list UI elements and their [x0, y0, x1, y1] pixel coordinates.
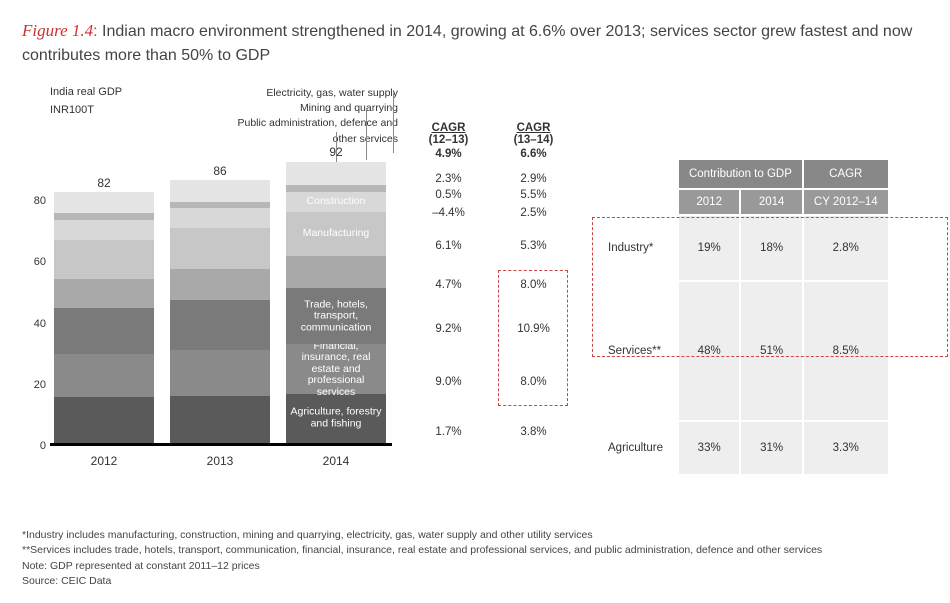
content-row: India real GDP INR100T Electricity, gas,… [22, 86, 928, 476]
th-period: CY 2012–14 [803, 189, 889, 215]
cagr-12-13: 4.7% [406, 279, 491, 291]
y-tick: 80 [34, 195, 46, 207]
seg-6 [170, 202, 270, 209]
seg-7 [286, 162, 386, 186]
footnote-source: Source: CEIC Data [22, 574, 928, 589]
cell-2014: 31% [740, 421, 802, 475]
seg-3 [54, 279, 154, 308]
cagr-13-14: 5.3% [491, 240, 576, 252]
y-tick: 60 [34, 256, 46, 268]
cagr-row: 1.7%3.8% [406, 407, 576, 456]
cagr-row: –4.4%2.5% [406, 202, 576, 224]
pointer-electricity: Electricity, gas, water supply [218, 86, 398, 101]
figure-caption: Indian macro environment strengthened in… [22, 23, 912, 64]
cagr-block: CAGR (12–13) 4.9% CAGR (13–14) 6.6% 2.3%… [406, 86, 576, 456]
cagr-12-13: 1.7% [406, 426, 491, 438]
plot-area: 8286Agriculture, forestry and fishingFin… [50, 140, 392, 446]
cell-2012: 33% [678, 421, 740, 475]
footnote-services: **Services includes trade, hotels, trans… [22, 543, 928, 558]
y-axis-title: India real GDP [50, 86, 122, 98]
seg-7 [54, 192, 154, 213]
y-axis-unit: INR100T [50, 104, 122, 116]
seg-5 [54, 220, 154, 240]
services-highlight-box [592, 217, 948, 357]
cagr-12-13: 2.3% [406, 173, 491, 185]
seg-3 [286, 256, 386, 289]
seg-4 [54, 240, 154, 279]
y-tick: 0 [40, 440, 46, 452]
cell-cagr: 3.3% [803, 421, 889, 475]
cagr-12-13: 9.0% [406, 376, 491, 388]
cagr-highlight-box [498, 270, 568, 406]
seg-2 [170, 300, 270, 350]
chart-block: India real GDP INR100T Electricity, gas,… [22, 86, 392, 476]
seg-label: Agriculture, forestry and fishing [286, 407, 386, 430]
th-cagr: CAGR [803, 159, 889, 189]
footnote-industry: *Industry includes manufacturing, constr… [22, 528, 928, 543]
seg-1 [170, 350, 270, 396]
cagr-13-14: 2.9% [491, 173, 576, 185]
th-contrib: Contribution to GDP [678, 159, 803, 189]
seg-1 [54, 354, 154, 396]
seg-2 [54, 308, 154, 354]
seg-label: Manufacturing [286, 228, 386, 240]
y-tick: 40 [34, 318, 46, 330]
seg-3 [170, 269, 270, 299]
seg-0 [54, 397, 154, 444]
x-label: 2012 [54, 454, 154, 468]
seg-label: Construction [286, 196, 386, 208]
cagr-row: 0.5%5.5% [406, 187, 576, 202]
cagr-13-14: 5.5% [491, 189, 576, 201]
cagr-row: 6.1%5.3% [406, 224, 576, 268]
bar-2014: Agriculture, forestry and fishing Financi… [286, 161, 386, 443]
cagr-12-13: 9.2% [406, 323, 491, 335]
figure-label: Figure 1.4 [22, 21, 93, 40]
seg-6 [54, 213, 154, 220]
seg-4 [170, 228, 270, 270]
bar-total: 86 [170, 164, 270, 178]
cagr-row: 2.3%2.9% [406, 170, 576, 187]
x-label: 2013 [170, 454, 270, 468]
seg-label: Financial, insurance, real estate and pr… [286, 340, 386, 398]
cagr-13-14: 2.5% [491, 207, 576, 219]
cagr-12-13: –4.4% [406, 207, 491, 219]
seg-0 [170, 396, 270, 443]
cagr-h2-total: 6.6% [491, 148, 576, 160]
y-tick: 20 [34, 379, 46, 391]
table-block: Contribution to GDP CAGR 2012 2014 CY 20… [596, 86, 890, 476]
footnote-note: Note: GDP represented at constant 2011–1… [22, 559, 928, 574]
pointer-mining: Mining and quarrying [218, 101, 398, 116]
segment-pointers: Electricity, gas, water supply Mining an… [218, 86, 398, 147]
bar-total: 82 [54, 176, 154, 190]
bar-2012: 82 [54, 192, 154, 443]
seg-label: Trade, hotels, transport, communication [286, 299, 386, 334]
cagr-h1-label: CAGR [406, 122, 491, 134]
x-label: 2014 [286, 454, 386, 468]
bar-2013: 86 [170, 180, 270, 443]
seg-6 [286, 185, 386, 192]
cagr-12-13: 0.5% [406, 189, 491, 201]
cagr-h1-total: 4.9% [406, 148, 491, 160]
th-2012: 2012 [678, 189, 740, 215]
row-label: Agriculture [597, 421, 678, 475]
footnotes: *Industry includes manufacturing, constr… [22, 528, 928, 589]
cagr-13-14: 3.8% [491, 426, 576, 438]
seg-7 [170, 180, 270, 202]
table-row: Agriculture33%31%3.3% [597, 421, 889, 475]
seg-5 [170, 208, 270, 227]
figure-title: Figure 1.4: Indian macro environment str… [22, 18, 928, 68]
cagr-h2-period: (13–14) [491, 134, 576, 146]
y-axis: 020406080 [22, 140, 48, 446]
cagr-12-13: 6.1% [406, 240, 491, 252]
bar-total: 92 [286, 145, 386, 159]
cagr-h1-period: (12–13) [406, 134, 491, 146]
cagr-h2-label: CAGR [491, 122, 576, 134]
th-2014: 2014 [740, 189, 802, 215]
